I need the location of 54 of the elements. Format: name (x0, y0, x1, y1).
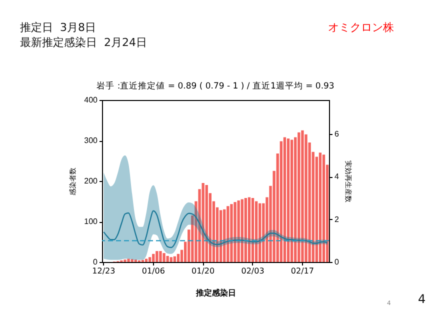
text: 最新推定感染日 2月24日 (20, 35, 147, 50)
bar (152, 254, 155, 262)
bar (219, 210, 222, 262)
text: オミクロン株 (328, 20, 394, 35)
y2-tick-label: 0 (334, 258, 340, 266)
bar (205, 185, 208, 262)
line-series (103, 210, 328, 248)
bar (240, 199, 244, 262)
bar (148, 257, 152, 262)
chart-title: 岩手 :直近推定値 = 0.89 ( 0.79 - 1 ) / 直近1週平均 = 0.93 (96, 80, 334, 92)
bar (127, 258, 130, 262)
bar (280, 141, 282, 262)
bar (290, 140, 294, 262)
bar (244, 198, 248, 262)
bar (170, 257, 172, 262)
y-tick-label: 300 (84, 136, 98, 145)
y2-tick-label: 4 (334, 172, 340, 182)
bar (286, 138, 290, 262)
bar (251, 198, 254, 262)
bar (304, 134, 308, 262)
y-tick-label: 0 (93, 258, 98, 266)
text: 4 (418, 292, 426, 306)
bar (258, 203, 262, 262)
x-tick-label: 02/03 (241, 266, 264, 276)
bar (248, 197, 251, 262)
bar (166, 256, 169, 262)
x-tick-label: 01/06 (142, 266, 165, 276)
bar (176, 254, 180, 262)
bar (130, 259, 134, 262)
bar (283, 137, 286, 262)
x-tick-label: 01/20 (192, 266, 215, 276)
y2-tick-label: 6 (334, 130, 340, 139)
bar (202, 183, 204, 262)
bar (173, 256, 176, 262)
bar (156, 251, 158, 262)
text: 推定日 3月8日 (20, 20, 96, 35)
bar (237, 200, 240, 262)
bar (254, 201, 258, 262)
bar (226, 206, 230, 262)
bar (301, 130, 304, 262)
bar (162, 253, 166, 262)
x-tick-label: 02/17 (290, 266, 314, 276)
bar (322, 154, 326, 262)
y-tick-label: 400 (84, 96, 98, 104)
y2-tick-label: 2 (334, 214, 340, 224)
y-tick-label: 200 (84, 176, 98, 186)
bar (318, 152, 322, 262)
y-tick-label: 100 (84, 217, 98, 226)
bar (298, 132, 300, 262)
x-axis-title: 推定感染日 (195, 288, 236, 298)
bar (159, 251, 162, 262)
x-tick-label: 12/23 (92, 266, 116, 276)
bar (230, 204, 233, 262)
bar (234, 202, 236, 262)
